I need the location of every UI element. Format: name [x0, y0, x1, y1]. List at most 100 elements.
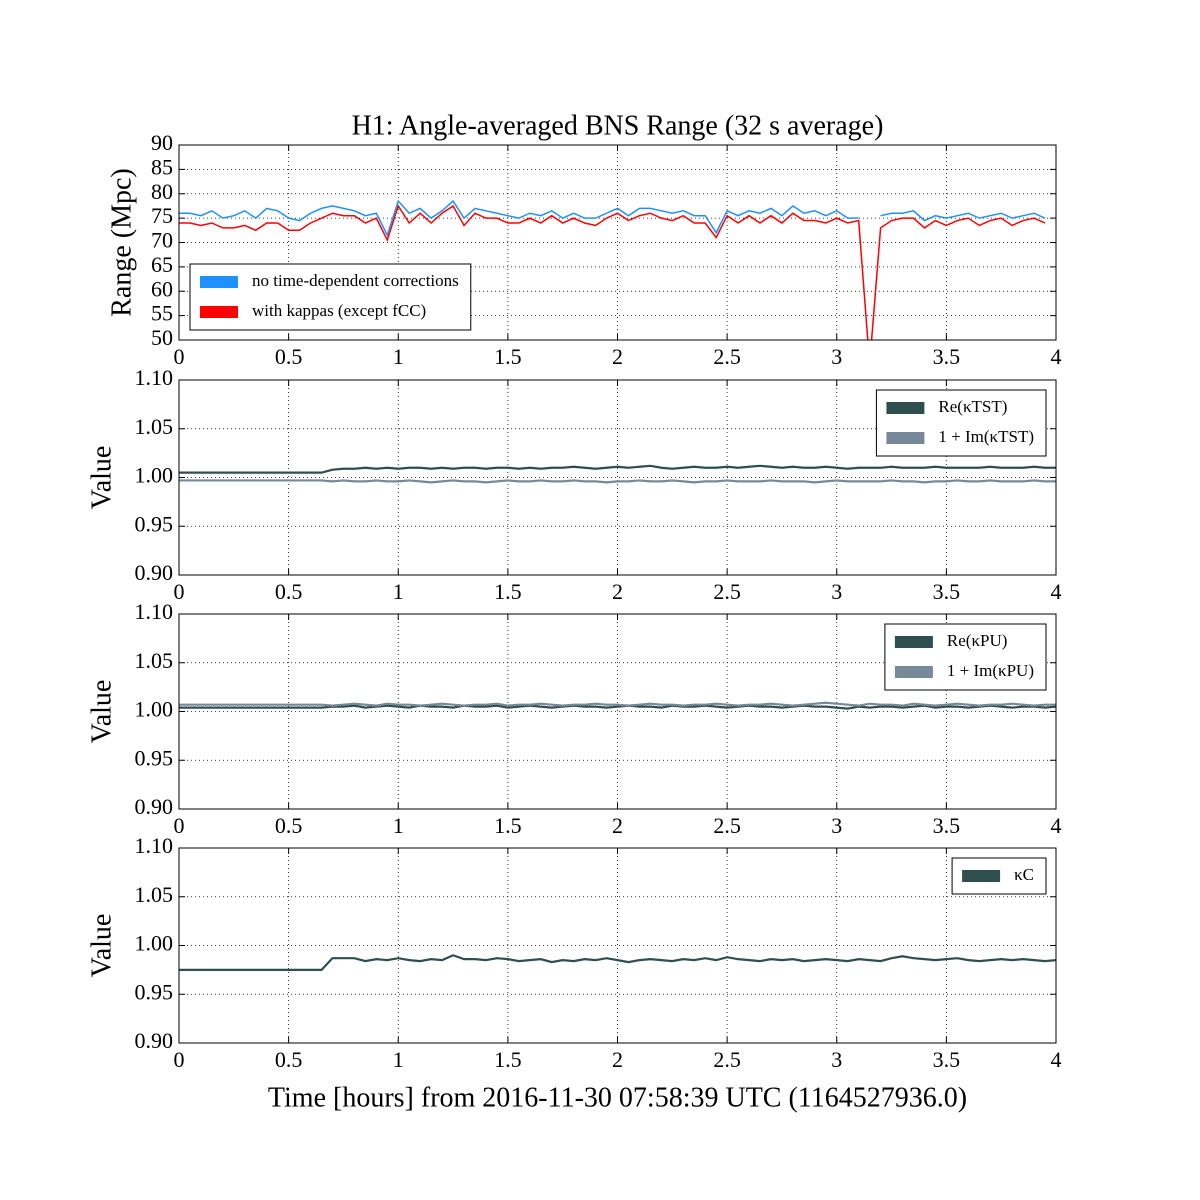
x-tick-label: 1.5	[494, 344, 522, 369]
x-tick-label: 3.5	[933, 1047, 961, 1072]
x-tick-label: 0.5	[275, 344, 303, 369]
data-line	[179, 199, 1046, 238]
legend-box	[189, 263, 472, 331]
legend: Re(κTST) 1 + Im(κTST)	[875, 389, 1047, 457]
legend-label: no time-dependent corrections	[252, 271, 459, 290]
legend-swatch	[894, 666, 933, 678]
x-tick-label: 0	[174, 813, 185, 838]
data-line	[179, 704, 1056, 710]
y-axis-label: Value	[86, 914, 117, 978]
y-tick-label: 0.90	[135, 560, 174, 585]
x-tick-label: 2.5	[713, 344, 741, 369]
x-tick-label: 0.5	[275, 813, 303, 838]
x-tick-label: 3	[831, 579, 842, 604]
y-axis-label: Value	[86, 680, 117, 744]
y-tick-label: 1.00	[135, 931, 174, 956]
panel: 0 0.5 1 1.5 2 2.5 3 3.5 4 0.90 0.95 1.00 1.05 1.10 Val…	[86, 833, 1061, 1113]
legend-label: κC	[1014, 865, 1034, 884]
x-tick-label: 3.5	[933, 813, 961, 838]
x-tick-label: 2	[612, 344, 623, 369]
y-axis-label: Range (Mpc)	[106, 168, 137, 317]
y-tick-label: 1.05	[135, 648, 174, 673]
data-line	[179, 204, 1046, 340]
panel: 0 0.5 1 1.5 2 2.5 3 3.5 4 0.90 0.95 1.00 1.05 1.10 Val…	[86, 599, 1061, 838]
x-tick-label: 2.5	[713, 813, 741, 838]
panel: 0 0.5 1 1.5 2 2.5 3 3.5 4 0.90 0.95 1.00 1.05 1.10 Val…	[86, 365, 1061, 604]
plot-frame	[178, 379, 1057, 576]
legend-swatch	[962, 870, 1001, 882]
data-line	[179, 701, 1056, 707]
plot-frame	[178, 144, 1057, 341]
y-tick-label: 1.10	[135, 833, 174, 858]
legend-swatch	[200, 276, 238, 288]
legend-swatch	[200, 306, 238, 318]
x-tick-label: 1	[393, 1047, 404, 1072]
y-tick-label: 1.00	[135, 697, 174, 722]
data-line	[179, 479, 1056, 484]
legend-box	[884, 623, 1047, 691]
legend-label: 1 + Im(κTST)	[938, 427, 1034, 446]
legend-swatch	[886, 402, 925, 414]
x-tick-label: 0	[174, 579, 185, 604]
x-tick-label: 3.5	[933, 579, 961, 604]
legend-swatch	[894, 636, 933, 648]
y-tick-label: 60	[151, 276, 173, 301]
legend: Re(κPU) 1 + Im(κPU)	[884, 623, 1047, 691]
x-tick-label: 2	[612, 813, 623, 838]
y-tick-label: 0.95	[135, 979, 174, 1004]
y-tick-label: 75	[151, 203, 173, 228]
x-tick-label: 3	[831, 1047, 842, 1072]
x-tick-label: 1	[393, 344, 404, 369]
plot-frame	[178, 847, 1057, 1044]
y-tick-label: 0.95	[135, 745, 174, 770]
x-tick-label: 1.5	[494, 813, 522, 838]
y-tick-label: 1.10	[135, 365, 174, 390]
chart-title: H1: Angle-averaged BNS Range (32 s avera…	[352, 110, 884, 141]
legend-label: Re(κTST)	[938, 397, 1007, 416]
x-tick-label: 0.5	[275, 1047, 303, 1072]
legend-box	[875, 389, 1047, 457]
x-tick-label: 4	[1051, 813, 1062, 838]
x-tick-label: 2	[612, 1047, 623, 1072]
x-axis-label: Time [hours] from 2016-11-30 07:58:39 UT…	[268, 1082, 967, 1113]
x-tick-label: 1.5	[494, 579, 522, 604]
y-tick-label: 1.05	[135, 882, 174, 907]
y-tick-label: 0.90	[135, 794, 174, 819]
x-tick-label: 2	[612, 579, 623, 604]
x-tick-label: 1	[393, 579, 404, 604]
legend-label: with kappas (except fCC)	[252, 301, 426, 320]
y-tick-label: 1.00	[135, 463, 174, 488]
x-tick-label: 4	[1051, 1047, 1062, 1072]
x-tick-label: 0	[174, 1047, 185, 1072]
y-axis-label: Value	[86, 446, 117, 510]
x-tick-label: 0	[174, 344, 185, 369]
x-tick-label: 4	[1051, 579, 1062, 604]
x-tick-label: 4	[1051, 344, 1062, 369]
legend-label: Re(κPU)	[947, 631, 1008, 650]
x-tick-label: 0.5	[275, 579, 303, 604]
x-tick-label: 3.5	[933, 344, 961, 369]
legend-label: 1 + Im(κPU)	[947, 661, 1034, 680]
legend-swatch	[886, 432, 925, 444]
y-tick-label: 90	[151, 130, 173, 155]
y-tick-label: 55	[151, 301, 173, 326]
x-tick-label: 1.5	[494, 1047, 522, 1072]
data-line	[179, 464, 1056, 474]
x-tick-label: 3	[831, 344, 842, 369]
x-tick-label: 2.5	[713, 1047, 741, 1072]
x-tick-label: 3	[831, 813, 842, 838]
x-tick-label: 2.5	[713, 579, 741, 604]
y-tick-label: 1.10	[135, 599, 174, 624]
data-line	[179, 954, 1056, 971]
plot-frame	[178, 613, 1057, 810]
legend: κC	[951, 857, 1047, 895]
x-tick-label: 1	[393, 813, 404, 838]
y-tick-label: 50	[151, 325, 173, 350]
y-tick-label: 80	[151, 179, 173, 204]
y-tick-label: 1.05	[135, 414, 174, 439]
y-tick-label: 85	[151, 154, 173, 179]
y-tick-label: 70	[151, 228, 173, 253]
y-tick-label: 0.95	[135, 511, 174, 536]
